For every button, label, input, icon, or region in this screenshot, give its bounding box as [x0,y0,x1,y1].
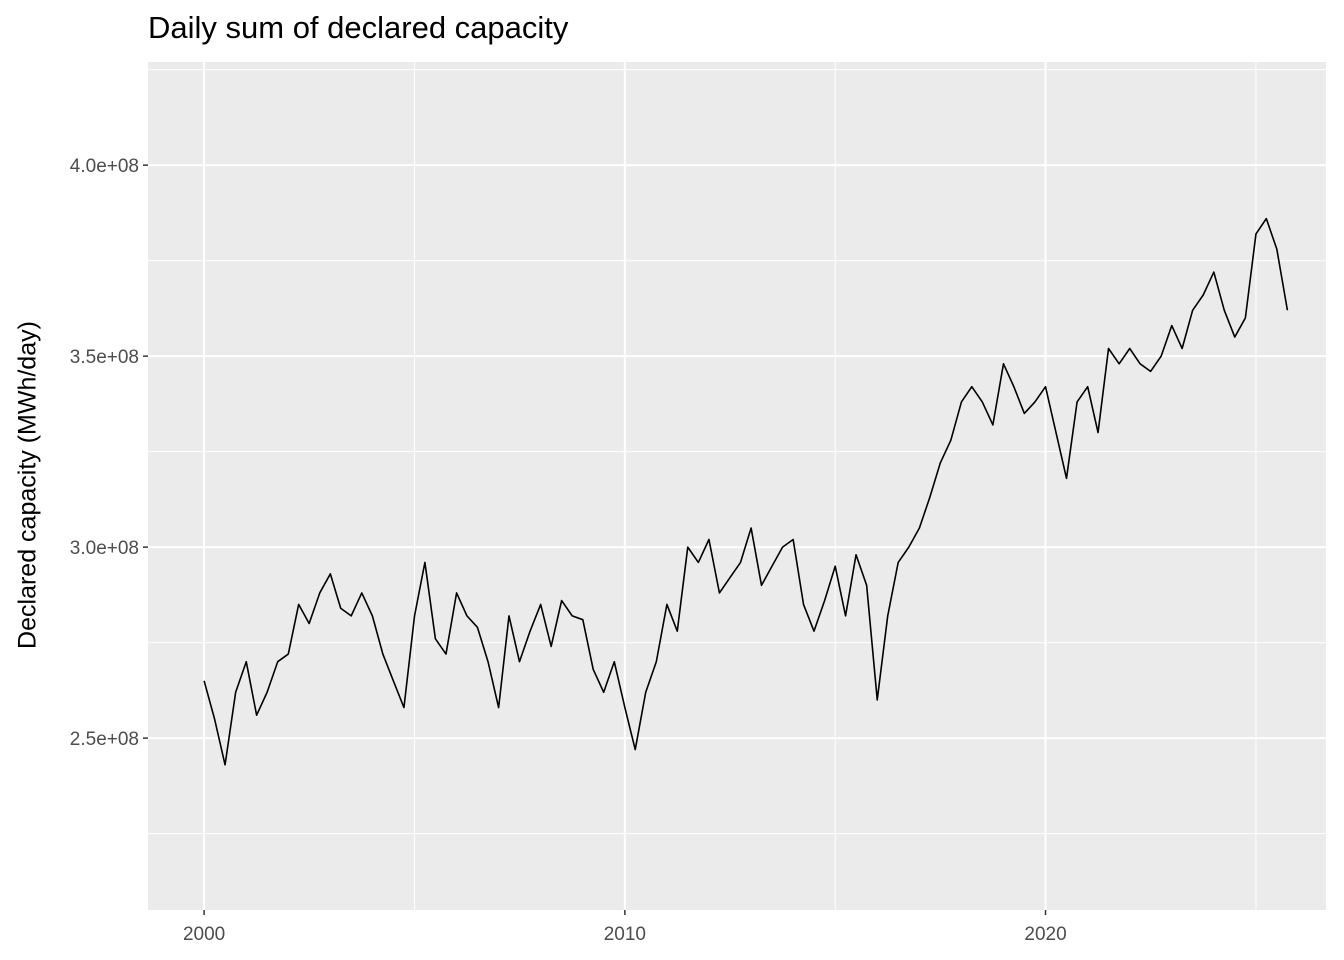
y-tick-label: 4.0e+08 [70,156,139,177]
x-tick-label: 2010 [604,924,646,945]
y-tick-label: 3.0e+08 [70,538,139,559]
series-line [203,217,1289,766]
plot-panel [148,62,1326,910]
x-tick-label: 2000 [183,924,225,945]
series-group [203,217,1289,766]
x-axis-ticks: 2000 2010 2020 [183,910,1067,945]
y-tick-label: 3.5e+08 [70,347,139,368]
x-tick-label: 2020 [1024,924,1066,945]
chart-title: Daily sum of declared capacity [148,10,569,45]
minor-gridlines [148,62,1326,910]
y-tick-label: 2.5e+08 [70,729,139,750]
y-axis-ticks: 2.5e+08 3.0e+08 3.5e+08 4.0e+08 [70,156,148,750]
major-gridlines [148,62,1326,910]
